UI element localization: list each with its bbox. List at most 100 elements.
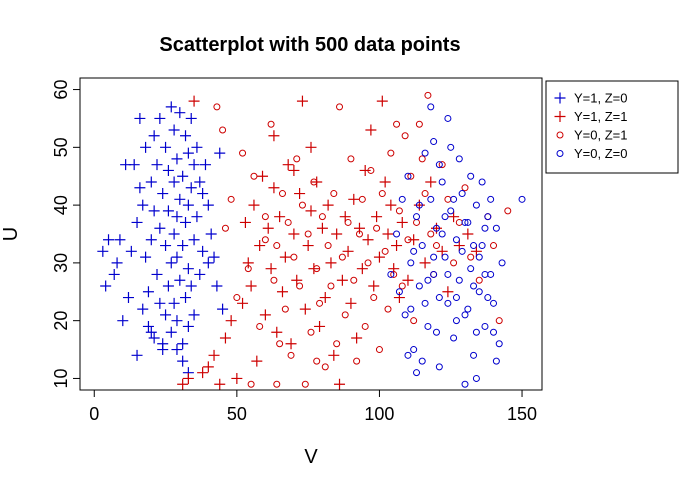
circle-point — [427, 195, 435, 203]
plus-point — [268, 130, 280, 142]
circle-point — [472, 374, 480, 382]
circle-point — [418, 357, 426, 365]
circle-point — [404, 236, 412, 244]
plus-point — [137, 303, 149, 315]
legend-entry-label: Y=1, Z=1 — [574, 109, 627, 124]
plus-point — [199, 159, 211, 171]
circle-point — [461, 184, 469, 192]
plus-point — [145, 176, 157, 188]
plus-point — [131, 349, 143, 361]
circle-point — [484, 294, 492, 302]
circle-point — [438, 230, 446, 238]
plus-point — [288, 164, 300, 176]
plus-point — [268, 182, 280, 194]
plus-point — [211, 280, 223, 292]
circle-point — [435, 363, 443, 371]
legend-box — [545, 80, 679, 174]
circle-point — [490, 299, 498, 307]
circle-point — [310, 178, 318, 186]
circle-point — [261, 236, 269, 244]
circle-point — [227, 195, 235, 203]
plus-point — [356, 263, 368, 275]
plus-point — [182, 263, 194, 275]
circle-point — [487, 270, 495, 278]
plus-point — [288, 228, 300, 240]
legend-entry-label: Y=1, Z=0 — [574, 91, 627, 106]
circle-point — [470, 351, 478, 359]
circle-point — [233, 294, 241, 302]
plus-point — [208, 251, 220, 263]
plus-point — [342, 245, 354, 257]
plus-point — [191, 141, 203, 153]
circle-point — [407, 259, 415, 267]
plus-point — [171, 315, 183, 327]
plus-point — [379, 176, 391, 188]
plus-point — [328, 349, 340, 361]
plus-point — [154, 112, 166, 124]
plus-point — [231, 372, 243, 384]
circle-point — [273, 242, 281, 250]
circle-point — [421, 299, 429, 307]
plus-point — [262, 222, 274, 234]
circle-point — [387, 149, 395, 157]
plus-point — [188, 234, 200, 246]
plus-point — [165, 101, 177, 113]
circle-point — [213, 103, 221, 111]
circle-point — [341, 311, 349, 319]
circle-point — [415, 282, 423, 290]
plus-point — [202, 257, 214, 269]
y-tick-label: 20 — [51, 311, 71, 331]
plus-point — [425, 176, 437, 188]
plus-point — [191, 211, 203, 223]
plus-point — [162, 205, 174, 217]
plus-point — [257, 170, 269, 182]
circle-point — [475, 288, 483, 296]
circle-point — [464, 218, 472, 226]
circle-point — [256, 322, 264, 330]
circle-point — [407, 172, 415, 180]
plus-point — [197, 188, 209, 200]
plus-point — [413, 199, 425, 211]
circle-point — [410, 247, 418, 255]
circle-point — [518, 195, 526, 203]
plus-point — [242, 257, 254, 269]
plus-point — [202, 361, 214, 373]
circle-point — [475, 276, 483, 284]
plus-point — [151, 268, 163, 280]
circle-point — [430, 253, 438, 261]
plus-point — [419, 257, 431, 269]
circle-point — [487, 195, 495, 203]
circle-point — [447, 143, 455, 151]
legend-entry-label: Y=0, Z=1 — [574, 128, 627, 143]
plus-point — [142, 320, 154, 332]
circle-point — [461, 380, 469, 388]
plus-point — [348, 193, 360, 205]
circle-point — [301, 380, 309, 388]
circle-point — [355, 230, 363, 238]
plus-point — [254, 240, 266, 252]
plus-point — [177, 355, 189, 367]
circle-point — [347, 155, 355, 163]
plus-point — [185, 280, 197, 292]
plus-point — [373, 251, 385, 263]
plus-point — [128, 159, 140, 171]
plus-point — [160, 240, 172, 252]
plus-point — [140, 251, 152, 263]
plus-point — [396, 216, 408, 228]
plus-point — [208, 349, 220, 361]
circle-point — [455, 155, 463, 163]
plus-point — [154, 222, 166, 234]
plus-point — [219, 332, 231, 344]
circle-point — [452, 317, 460, 325]
plus-point — [305, 141, 317, 153]
plus-point — [188, 159, 200, 171]
plus-point — [182, 372, 194, 384]
plus-point — [368, 280, 380, 292]
plus-point — [436, 245, 448, 257]
plus-point — [271, 326, 283, 338]
plus-point — [336, 274, 348, 286]
circle-point — [444, 114, 452, 122]
circle-point — [261, 213, 269, 221]
plus-point — [185, 182, 197, 194]
